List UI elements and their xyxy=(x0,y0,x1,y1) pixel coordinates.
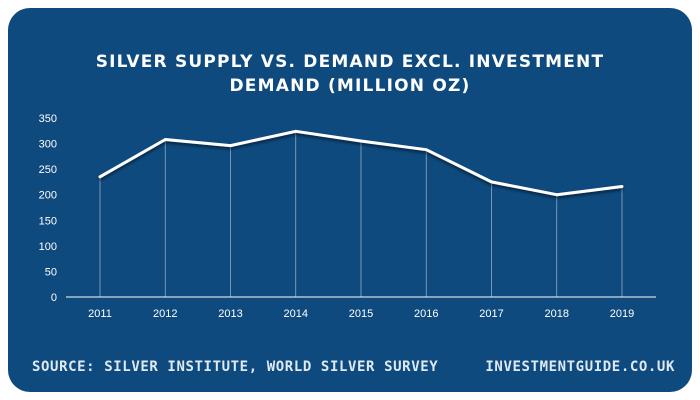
x-tick-label: 2013 xyxy=(218,308,242,320)
y-tick-label: 350 xyxy=(39,113,57,125)
y-tick-label: 50 xyxy=(45,266,57,278)
x-tick-label: 2011 xyxy=(88,308,112,320)
x-tick-label: 2016 xyxy=(414,308,438,320)
y-tick-label: 100 xyxy=(39,241,57,253)
website-label: INVESTMENTGUIDE.CO.UK xyxy=(485,359,675,375)
source-note: SOURCE: SILVER INSTITUTE, WORLD SILVER S… xyxy=(32,359,439,375)
y-tick-label: 300 xyxy=(39,139,57,151)
x-tick-label: 2018 xyxy=(545,308,569,320)
chart-title-line-1: SILVER SUPPLY VS. DEMAND EXCL. INVESTMEN… xyxy=(95,52,605,72)
x-tick-label: 2017 xyxy=(479,308,503,320)
chart-title: SILVER SUPPLY VS. DEMAND EXCL. INVESTMEN… xyxy=(8,50,692,98)
y-tick-label: 250 xyxy=(39,164,57,176)
x-tick-label: 2019 xyxy=(610,308,634,320)
y-tick-label: 0 xyxy=(51,292,57,304)
y-axis-tick-labels: 0 50 100 150 200 250 300 350 xyxy=(39,113,57,304)
chart-title-line-2: DEMAND (MILLION OZ) xyxy=(229,76,471,96)
series-line xyxy=(98,129,624,197)
drop-lines xyxy=(99,131,623,297)
x-tick-label: 2014 xyxy=(284,308,308,320)
y-tick-label: 150 xyxy=(39,215,57,227)
x-axis-tick-labels: 2011 2012 2013 2014 2015 2016 2017 2018 2019 xyxy=(88,308,634,320)
x-tick-label: 2012 xyxy=(153,308,177,320)
chart-card: SILVER SUPPLY VS. DEMAND EXCL. INVESTMEN… xyxy=(8,8,692,392)
x-tick-label: 2015 xyxy=(349,308,373,320)
y-tick-label: 200 xyxy=(39,190,57,202)
